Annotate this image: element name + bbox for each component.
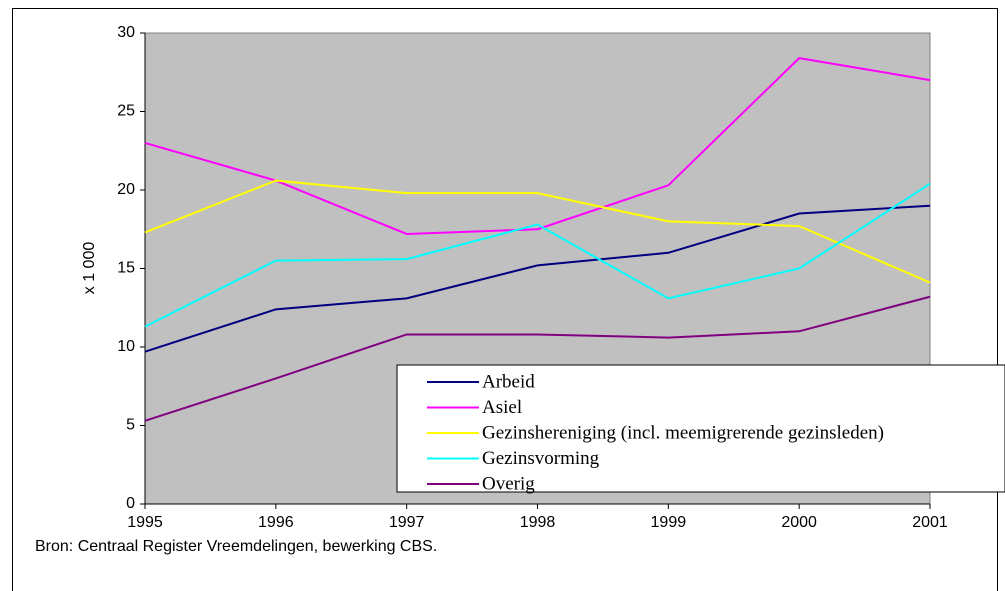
x-tick-label: 1997 (389, 514, 425, 531)
x-tick-label: 2001 (912, 514, 948, 531)
legend-label: Overig (482, 473, 535, 494)
y-tick-label: 5 (126, 417, 135, 434)
source-note: Bron: Centraal Register Vreemdelingen, b… (35, 538, 437, 555)
series-line (144, 182, 931, 328)
legend-label: Gezinshereniging (incl. meemigrerende ge… (482, 422, 884, 443)
legend-label: Asiel (482, 397, 522, 418)
legend-box (396, 364, 1005, 493)
y-tick-label: 20 (117, 181, 135, 198)
legend-label: Arbeid (482, 371, 535, 392)
series-line (144, 179, 931, 284)
x-tick-label: 1995 (127, 514, 163, 531)
chart-frame (12, 8, 998, 591)
series-line (144, 295, 931, 422)
x-tick-label: 1996 (258, 514, 294, 531)
y-tick-label: 30 (117, 24, 135, 41)
x-tick-label: 2000 (781, 514, 817, 531)
x-tick-label: 1998 (520, 514, 556, 531)
y-tick-label: 25 (117, 103, 135, 120)
y-tick-label: 10 (117, 338, 135, 355)
y-tick-label: 15 (117, 260, 135, 277)
legend-label: Gezinsvorming (482, 448, 600, 469)
x-tick-label: 1999 (651, 514, 687, 531)
y-axis-label: x 1 000 (81, 242, 98, 295)
y-tick-label: 0 (126, 495, 135, 512)
series-line (144, 204, 931, 353)
